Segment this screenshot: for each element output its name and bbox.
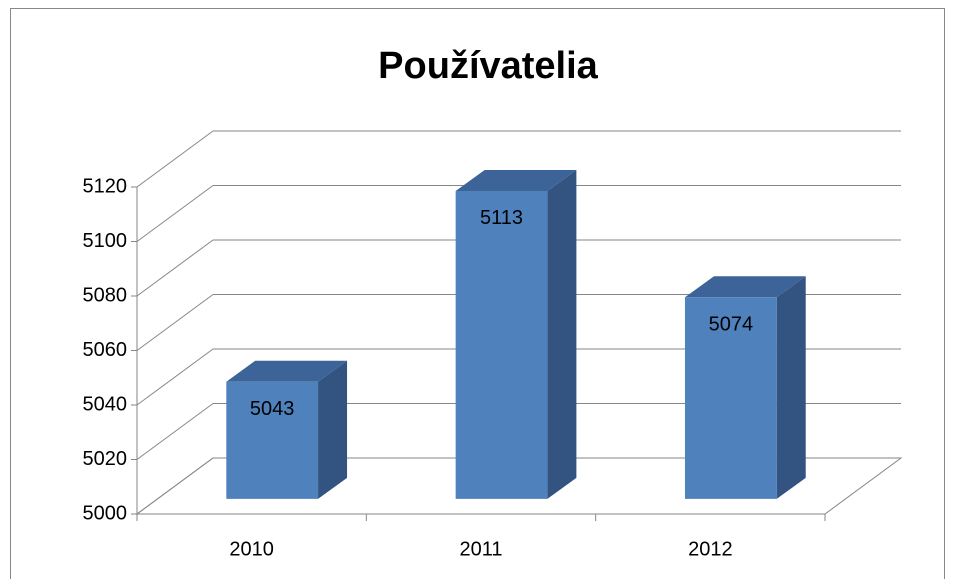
- x-tick-label: 2010: [229, 538, 274, 560]
- grid-line: [136, 348, 214, 406]
- y-tick-label: 5060: [83, 339, 128, 361]
- y-tick-label: 5040: [83, 393, 128, 415]
- grid-line: [136, 130, 214, 188]
- x-tick-label: 2012: [688, 538, 733, 560]
- chart-title: Používatelia: [378, 45, 598, 87]
- bar-top: [684, 276, 806, 298]
- y-tick-label: 5000: [83, 502, 128, 524]
- bar-side: [547, 169, 577, 499]
- grid-line: [136, 457, 214, 515]
- bar: [684, 276, 806, 499]
- y-tick-label: 5020: [83, 448, 128, 470]
- bar-front: [684, 297, 777, 499]
- bar: [226, 360, 348, 499]
- bar-front: [455, 190, 548, 499]
- grid-line: [136, 403, 214, 460]
- bar: [455, 169, 577, 499]
- bar-top: [226, 360, 348, 382]
- bar-side: [776, 276, 806, 499]
- grid-line: [136, 185, 214, 242]
- y-tick-label: 5100: [83, 230, 128, 252]
- bar-side: [318, 360, 348, 499]
- bar-top: [455, 169, 577, 191]
- data-label: 5043: [250, 398, 295, 420]
- y-tick-label: 5080: [83, 284, 128, 306]
- x-tick-label: 2011: [459, 538, 502, 560]
- bar-front: [226, 381, 319, 499]
- data-label: 5113: [480, 207, 523, 229]
- data-label: 5074: [709, 314, 754, 336]
- grid-line: [136, 239, 214, 297]
- y-tick-label: 5120: [83, 175, 128, 197]
- grid-line: [136, 294, 214, 351]
